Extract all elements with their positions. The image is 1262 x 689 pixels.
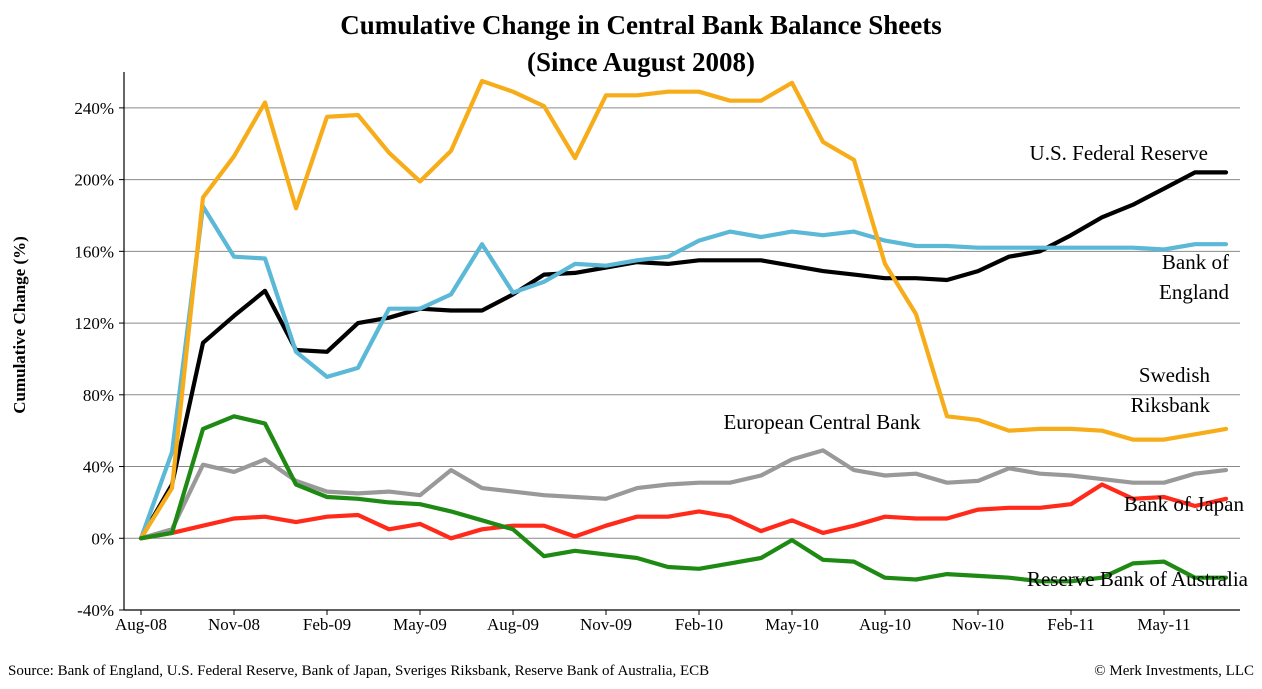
y-tick-label: -40% (77, 601, 114, 620)
label-u-s-federal-reserve: U.S. Federal Reserve (1030, 141, 1208, 165)
axes (123, 72, 1240, 611)
label-line: England (1159, 280, 1229, 304)
x-tick-label: Aug-09 (487, 615, 539, 634)
label-line: European Central Bank (723, 410, 921, 434)
label-line: Bank of (1162, 250, 1229, 274)
series-line-swedish-riksbank (138, 78, 1229, 541)
y-tick-label: 160% (74, 242, 114, 261)
x-tick-label: Aug-08 (115, 615, 167, 634)
series-labels: U.S. Federal Reserve Bank of England Swedis… (723, 141, 1248, 591)
x-tick-label: Nov-09 (580, 615, 632, 634)
x-axis-ticks: Aug-08 Nov-08 Feb-09 May-09 Aug-09 Nov-09 Feb-… (115, 610, 1191, 634)
y-tick-label: 40% (83, 458, 114, 477)
label-line: Reserve Bank of Australia (1027, 567, 1249, 591)
series-line-reserve-bank-of-australia (138, 414, 1229, 584)
chart-subtitle: (Since August 2008) (527, 47, 755, 77)
x-tick-label: May-09 (393, 615, 447, 634)
x-tick-label: Nov-08 (208, 615, 260, 634)
y-tick-label: 240% (74, 99, 114, 118)
x-tick-label: Feb-09 (303, 615, 351, 634)
y-axis-label: Cumulative Change (%) (10, 236, 29, 414)
y-axis-ticks: -40% 0% 40% 80% 120% 160% 200% 240% (74, 99, 124, 620)
x-tick-label: Feb-10 (675, 615, 723, 634)
series-line-bank-of-england (138, 204, 1229, 541)
y-tick-label: 120% (74, 314, 114, 333)
label-reserve-bank-of-australia: Reserve Bank of Australia (1027, 567, 1249, 591)
label-line: Bank of Japan (1124, 492, 1245, 516)
label-bank-of-japan: Bank of Japan (1124, 492, 1245, 516)
y-tick-label: 200% (74, 171, 114, 190)
series-lines (138, 78, 1229, 584)
x-tick-label: May-10 (765, 615, 819, 634)
grid-lines (124, 107, 1240, 611)
x-tick-label: May-11 (1137, 615, 1190, 634)
series-line-european-central-bank (138, 448, 1229, 541)
label-swedish-riksbank: Swedish Riksbank (1131, 363, 1211, 417)
y-tick-label: 80% (83, 386, 114, 405)
source-note: Source: Bank of England, U.S. Federal Re… (8, 663, 709, 679)
label-line: Riksbank (1131, 393, 1211, 417)
series-line-bank-of-japan (138, 482, 1229, 541)
label-line: Swedish (1139, 363, 1211, 387)
label-european-central-bank: European Central Bank (723, 410, 921, 434)
x-tick-label: Aug-10 (859, 615, 911, 634)
chart-title: Cumulative Change in Central Bank Balanc… (340, 10, 942, 40)
x-tick-label: Feb-11 (1047, 615, 1095, 634)
copyright-note: © Merk Investments, LLC (1094, 663, 1254, 679)
x-tick-label: Nov-10 (952, 615, 1004, 634)
label-line: U.S. Federal Reserve (1030, 141, 1208, 165)
label-bank-of-england: Bank of England (1159, 250, 1229, 304)
y-tick-label: 0% (91, 529, 114, 548)
